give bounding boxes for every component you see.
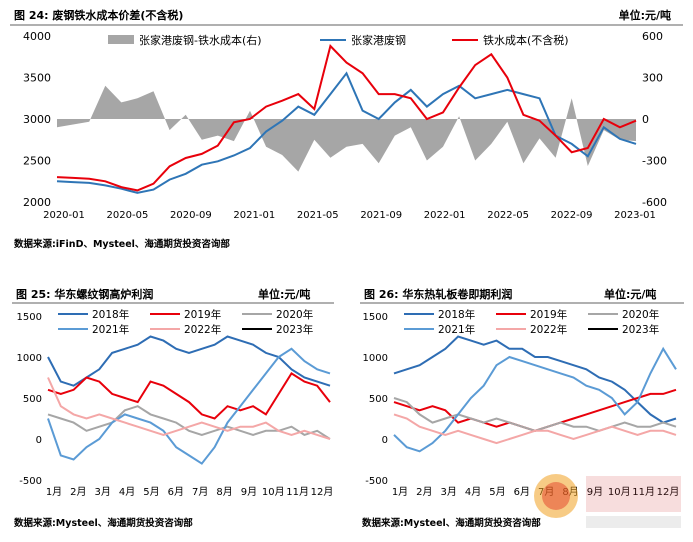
figure-25-unit: 单位:元/吨 (258, 288, 311, 301)
watermark-logo (534, 474, 681, 528)
fig26-series-line-0 (393, 335, 677, 424)
fig26-x-tick-label: 4月 (465, 486, 481, 498)
fig25-x-tick-label: 3月 (95, 486, 111, 498)
fig26-x-tick-label: 2月 (416, 486, 432, 498)
fig25-x-tick-label: 1月 (46, 486, 62, 498)
x-tick-label: 2022-01 (424, 210, 466, 221)
fig26-x-tick-label: 9月 (587, 486, 603, 498)
x-tick-label: 2021-05 (297, 210, 339, 221)
series-area-scrap-spread (57, 85, 636, 172)
fig25-x-tick-label: 6月 (168, 486, 184, 498)
x-tick-label: 2022-05 (487, 210, 529, 221)
figure-24-unit: 单位:元/吨 (618, 9, 671, 22)
fig26-x-tick-label: 5月 (489, 486, 505, 498)
fig26-series-line-2 (393, 397, 677, 432)
chart-scrap-vs-hot-metal: 2000 2500 3000 3500 4000 -600 -300 0 300 600 2020-… (23, 30, 667, 221)
fig25-y-tick-label: -500 (19, 476, 42, 487)
fig26-x-tick-label: 10月 (608, 486, 631, 498)
fig25-series-line-3 (47, 347, 331, 465)
x-tick-label: 2021-01 (233, 210, 275, 221)
fig26-x-tick-label: 11月 (632, 486, 655, 498)
fig26-x-tick-label: 1月 (392, 486, 408, 498)
y-tick-label-right: -300 (642, 155, 667, 168)
figure-25-rule (12, 302, 334, 304)
fig25-series-line-0 (47, 335, 331, 387)
fig26-legend-label: 2020年 (622, 308, 659, 321)
legend-label: 张家港废钢 (351, 33, 406, 47)
fig25-series-line-2 (47, 405, 331, 440)
fig26-series-line-4 (393, 413, 677, 445)
figure-24-rule (10, 24, 683, 26)
figure-24-source: 数据来源:iFinD、Mysteel、海通期货投资咨询部 (14, 239, 230, 250)
fig25-x-tick-label: 4月 (119, 486, 135, 498)
legend-label: 张家港废钢-铁水成本(右) (139, 33, 262, 47)
fig26-legend-label: 2019年 (530, 308, 567, 321)
fig25-x-tick-label: 7月 (192, 486, 208, 498)
fig25-x-tick-label: 8月 (216, 486, 232, 498)
y-tick-label-right: -600 (642, 196, 667, 209)
fig25-series-line-4 (47, 377, 331, 440)
fig25-y-tick-label: 1500 (17, 312, 42, 323)
fig25-legend-label: 2019年 (184, 308, 221, 321)
x-tick-label: 2021-09 (360, 210, 402, 221)
y-tick-label-left: 4000 (23, 30, 51, 43)
fig25-x-tick-label: 10月 (262, 486, 285, 498)
fig25-series-line-1 (47, 372, 331, 420)
fig26-x-tick-label: 3月 (441, 486, 457, 498)
y-tick-label-left: 2500 (23, 155, 51, 168)
x-tick-label: 2020-01 (43, 210, 85, 221)
fig26-legend-label: 2021年 (438, 323, 475, 336)
chart-rebar-bf-profit: -500 0 500 1000 1500 1月 2月 3月 4月 5月 6月 7月 8月 9月 10月 11月… (17, 308, 334, 498)
legend-swatch-spread (108, 35, 134, 44)
fig25-legend-label: 2018年 (92, 308, 129, 321)
fig25-x-tick-label: 11月 (286, 486, 309, 498)
fig25-legend-label: 2023年 (276, 323, 313, 336)
figure-24-title: 图 24: 废钢铁水成本价差(不含税) (14, 9, 184, 22)
y-tick-label-left: 3500 (23, 72, 51, 85)
fig26-y-tick-label: 1000 (363, 353, 388, 364)
x-tick-label: 2022-09 (551, 210, 593, 221)
fig26-y-tick-label: 500 (369, 394, 388, 405)
x-tick-label: 2023-01 (614, 210, 656, 221)
y-tick-label-right: 0 (642, 113, 649, 126)
fig26-legend-label: 2022年 (530, 323, 567, 336)
fig25-x-tick-label: 12月 (311, 486, 334, 498)
fig26-legend-label: 2018年 (438, 308, 475, 321)
y-tick-label-right: 600 (642, 30, 663, 43)
fig26-x-tick-label: 12月 (657, 486, 680, 498)
fig25-x-tick-label: 5月 (143, 486, 159, 498)
figure-26-source: 数据来源:Mysteel、海通期货投资咨询部 (362, 518, 541, 529)
figure-26-unit: 单位:元/吨 (604, 288, 657, 301)
fig26-y-tick-label: 1500 (363, 312, 388, 323)
series-line-hot-metal-cost (56, 44, 637, 192)
figure-25-source: 数据来源:Mysteel、海通期货投资咨询部 (14, 518, 193, 529)
fig25-y-tick-label: 500 (23, 394, 42, 405)
fig25-y-tick-label: 0 (36, 435, 42, 446)
fig25-legend-label: 2022年 (184, 323, 221, 336)
fig25-x-tick-label: 9月 (241, 486, 257, 498)
y-tick-label-right: 300 (642, 72, 663, 85)
y-tick-label-left: 2000 (23, 196, 51, 209)
series-line-scrap (56, 71, 637, 194)
fig26-x-tick-label: 6月 (514, 486, 530, 498)
fig26-y-tick-label: 0 (382, 435, 388, 446)
fig25-y-tick-label: 1000 (17, 353, 42, 364)
fig25-legend-label: 2020年 (276, 308, 313, 321)
legend-label: 铁水成本(不含税) (483, 33, 569, 47)
fig26-legend-label: 2023年 (622, 323, 659, 336)
fig25-legend-label: 2021年 (92, 323, 129, 336)
x-tick-label: 2020-09 (170, 210, 212, 221)
fig25-x-tick-label: 2月 (70, 486, 86, 498)
figure-26-rule (360, 302, 684, 304)
figure-25-title: 图 25: 华东螺纹钢高炉利润 (16, 288, 154, 301)
y-tick-label-left: 3000 (23, 113, 51, 126)
fig26-y-tick-label: -500 (365, 476, 388, 487)
chart-hrc-spot-profit: -5000500100015001月2月3月4月5月6月7月8月9月10月11月… (363, 308, 680, 498)
x-tick-label: 2020-05 (107, 210, 149, 221)
figure-26-title: 图 26: 华东热轧板卷即期利润 (364, 288, 513, 301)
fig26-series-line-3 (393, 346, 677, 453)
